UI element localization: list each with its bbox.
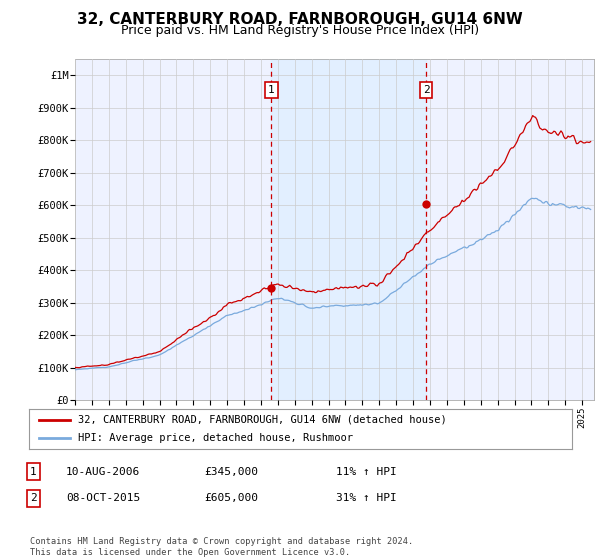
Text: 31% ↑ HPI: 31% ↑ HPI: [336, 493, 397, 503]
Text: 2: 2: [30, 493, 37, 503]
Text: £345,000: £345,000: [204, 466, 258, 477]
Text: 2: 2: [423, 85, 430, 95]
Text: 32, CANTERBURY ROAD, FARNBOROUGH, GU14 6NW (detached house): 32, CANTERBURY ROAD, FARNBOROUGH, GU14 6…: [77, 415, 446, 424]
Text: 10-AUG-2006: 10-AUG-2006: [66, 466, 140, 477]
Text: Price paid vs. HM Land Registry's House Price Index (HPI): Price paid vs. HM Land Registry's House …: [121, 24, 479, 36]
Text: 32, CANTERBURY ROAD, FARNBOROUGH, GU14 6NW: 32, CANTERBURY ROAD, FARNBOROUGH, GU14 6…: [77, 12, 523, 27]
Text: 1: 1: [30, 466, 37, 477]
Text: £605,000: £605,000: [204, 493, 258, 503]
Bar: [271, 59, 426, 400]
Text: 08-OCT-2015: 08-OCT-2015: [66, 493, 140, 503]
Text: 1: 1: [268, 85, 275, 95]
Text: 11% ↑ HPI: 11% ↑ HPI: [336, 466, 397, 477]
Text: HPI: Average price, detached house, Rushmoor: HPI: Average price, detached house, Rush…: [77, 433, 353, 443]
Text: Contains HM Land Registry data © Crown copyright and database right 2024.
This d: Contains HM Land Registry data © Crown c…: [30, 537, 413, 557]
